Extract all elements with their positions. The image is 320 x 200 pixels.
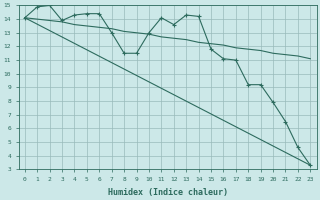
X-axis label: Humidex (Indice chaleur): Humidex (Indice chaleur) [108,188,228,197]
